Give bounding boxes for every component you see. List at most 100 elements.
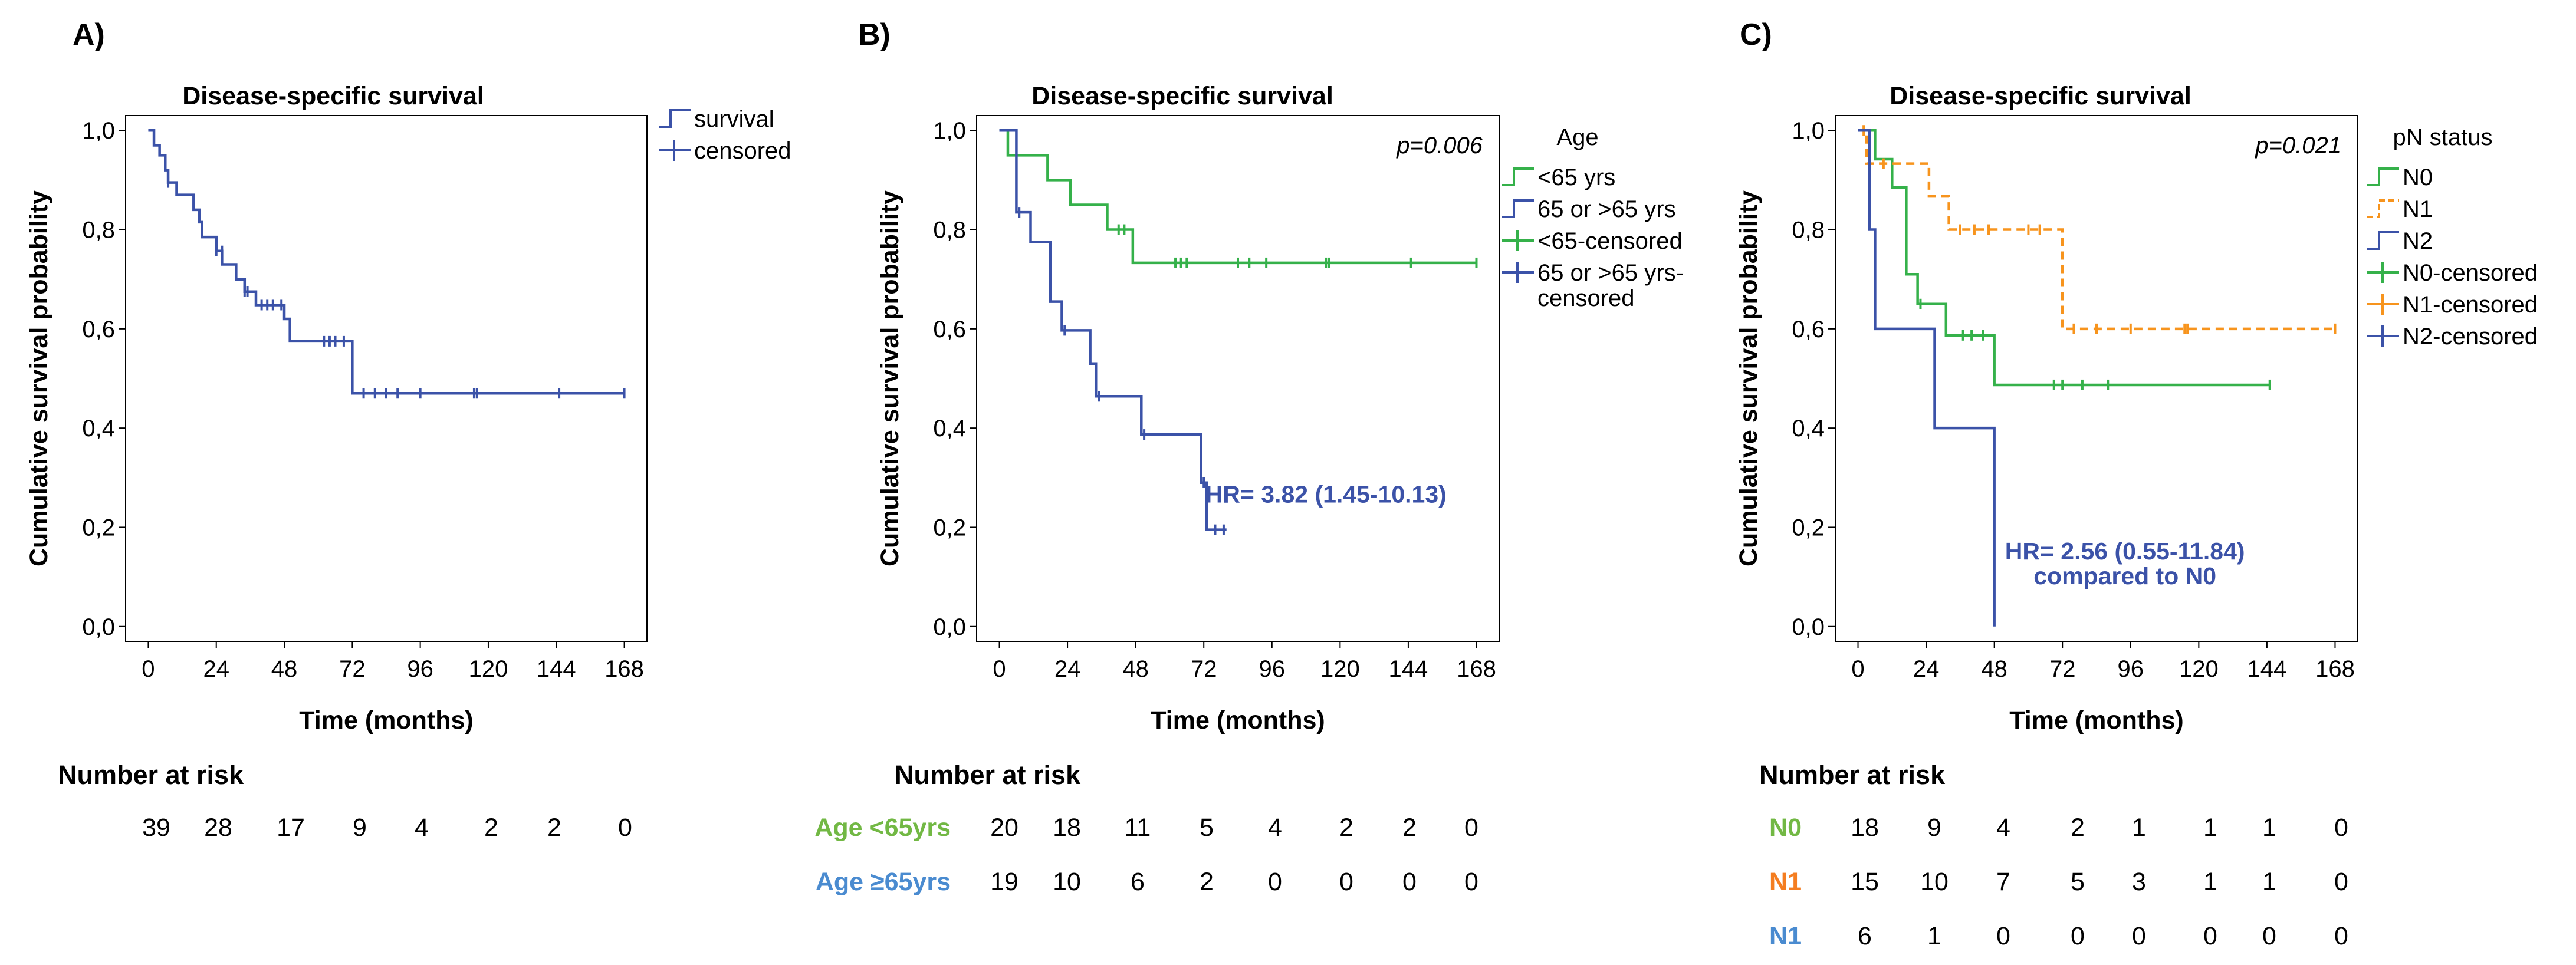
legend-label: N2	[2403, 228, 2433, 254]
risk-row-label: Age <65yrs	[814, 814, 951, 842]
risk-value: 18	[1851, 814, 1879, 842]
legend-label: N2-censored	[2403, 324, 2538, 350]
risk-value: 9	[353, 814, 367, 842]
panel-letter: C)	[1740, 18, 1772, 52]
x-tick-label: 24	[1913, 656, 1940, 682]
risk-value: 18	[1053, 814, 1081, 842]
legend-label: 65 or >65 yrs	[1537, 196, 1676, 222]
risk-value: 1	[1927, 922, 1941, 950]
series-n1	[1858, 125, 2337, 334]
chart-title: Disease-specific survival	[1031, 82, 1333, 110]
risk-value: 2	[484, 814, 498, 842]
legend-item: N2	[2367, 228, 2433, 254]
y-axis-title: Cumulative survival probability	[1734, 190, 1763, 567]
legend-label: N0	[2403, 164, 2433, 190]
legend-label: <65 yrs	[1537, 164, 1615, 190]
risk-table: Number at risk 39 28 17 9 4 2 2 0	[58, 760, 632, 842]
legend-swatch-line	[659, 109, 691, 128]
legend-item: <65-censored	[1502, 228, 1683, 254]
legend-label: N1-censored	[2403, 292, 2538, 318]
risk-row-label: N1	[1769, 868, 1802, 896]
legend-label: censored	[694, 138, 791, 164]
x-axis-title: Time (months)	[2009, 706, 2183, 735]
risk-value: 2	[1339, 814, 1353, 842]
x-tick-label: 120	[1320, 656, 1360, 682]
risk-value: 0	[1339, 868, 1353, 896]
x-tick-label: 144	[537, 656, 576, 682]
y-tick-label: 0,6	[933, 317, 966, 342]
y-tick-label: 0,2	[933, 515, 966, 541]
y-tick-label: 0,8	[82, 218, 115, 243]
legend-label: censored	[1537, 285, 1635, 311]
risk-value: 5	[1200, 814, 1214, 842]
risk-value: 1	[2262, 814, 2276, 842]
chart-panel-2: B) Disease-specific survival 0,0 0,2 0,4 0,6 0…	[814, 18, 1684, 896]
legend: pN status N0 N1 N2 N0-censored N1-censored N2-…	[2367, 124, 2538, 350]
y-tick-label: 0,2	[82, 515, 115, 541]
legend-item: censored	[659, 138, 791, 164]
risk-value: 1	[2132, 814, 2146, 842]
hazard-ratio-label: HR= 2.56 (0.55-11.84)	[2005, 538, 2245, 565]
survival-curve	[148, 129, 625, 395]
legend-swatch-line	[2367, 199, 2399, 218]
legend-title: Age	[1556, 124, 1598, 150]
y-tick-label: 0,4	[933, 416, 966, 442]
risk-row: N1 15 10 7 5 3 1 1 0	[1769, 868, 2348, 896]
hazard-ratio-label: compared to N0	[2033, 562, 2216, 589]
risk-value: 19	[990, 868, 1018, 896]
risk-row: Age ≥65yrs 19 10 6 2 0 0 0 0	[816, 868, 1478, 896]
survival-curve	[999, 129, 1477, 265]
risk-value: 11	[1125, 814, 1151, 842]
risk-table-header: Number at risk	[58, 760, 244, 790]
risk-value: 0	[2262, 922, 2276, 950]
y-tick-label: 0,6	[82, 317, 115, 342]
x-tick-label: 24	[1054, 656, 1081, 682]
y-tick-label: 0,0	[1792, 614, 1825, 640]
x-tick-label: 96	[2118, 656, 2144, 682]
legend-label: survival	[694, 106, 774, 132]
y-tick-label: 1,0	[1792, 118, 1825, 144]
series-65-or-65-yrs	[999, 129, 1227, 535]
legend-item: N2-censored	[2367, 324, 2538, 350]
legend-item: N1	[2367, 196, 2433, 222]
risk-value: 4	[415, 814, 429, 842]
y-tick-label: 1,0	[933, 118, 966, 144]
plot-area	[125, 115, 648, 642]
y-axis-title: Cumulative survival probability	[25, 190, 53, 567]
x-tick-label: 168	[1457, 656, 1496, 682]
risk-value: 1	[2262, 868, 2276, 896]
y-tick-label: 0,8	[1792, 218, 1825, 243]
legend-title: pN status	[2393, 124, 2493, 150]
legend-item: survival	[659, 106, 774, 132]
risk-value: 10	[1053, 868, 1081, 896]
risk-row-label: N0	[1769, 814, 1802, 842]
y-tick-label: 1,0	[82, 118, 115, 144]
chart-title: Disease-specific survival	[182, 82, 484, 110]
p-value: p=0.021	[2255, 133, 2341, 159]
chart-panel-3: C) Disease-specific survival 0,0 0,2 0,4 0,6 0…	[1734, 18, 2538, 950]
y-axis-title: Cumulative survival probability	[876, 190, 904, 567]
y-tick-label: 0,6	[1792, 317, 1825, 342]
risk-table-header: Number at risk	[1759, 760, 1946, 790]
risk-value: 17	[277, 814, 305, 842]
risk-row: Age <65yrs 20 18 11 5 4 2 2 0	[814, 814, 1478, 842]
risk-value: 4	[1996, 814, 2010, 842]
risk-value: 28	[204, 814, 232, 842]
legend-item: N1-censored	[2367, 292, 2538, 318]
risk-value: 2	[1200, 868, 1214, 896]
legend-item: 65 or >65 yrs	[1502, 196, 1676, 222]
legend-swatch-line	[1502, 167, 1534, 186]
y-tick-label: 0,4	[82, 416, 115, 442]
risk-value: 0	[1464, 814, 1478, 842]
y-tick-label: 0,8	[933, 218, 966, 243]
y-tick-label: 0,4	[1792, 416, 1825, 442]
x-tick-label: 144	[2248, 656, 2287, 682]
risk-value: 0	[1996, 922, 2010, 950]
legend-swatch-line	[1502, 199, 1534, 218]
risk-value: 0	[2334, 922, 2348, 950]
risk-value: 0	[2334, 868, 2348, 896]
y-tick-label: 0,2	[1792, 515, 1825, 541]
panel-letter: B)	[858, 18, 891, 52]
plot-area	[1835, 115, 2358, 642]
